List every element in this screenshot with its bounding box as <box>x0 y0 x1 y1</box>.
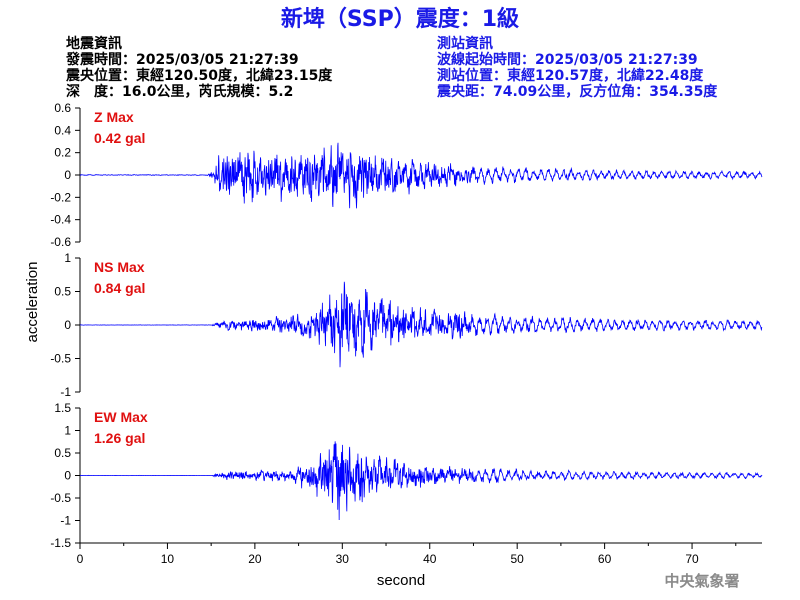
y-tick-label: 0.4 <box>54 123 71 137</box>
x-axis: 0 10 20 30 40 50 60 70 <box>77 542 762 566</box>
max-label-z: Z Max <box>94 109 134 125</box>
panel-ew: -1.5 -1 -0.5 0 0.5 1 1.5 EW Max 1.26 gal <box>50 401 763 550</box>
x-tick-label: 70 <box>685 552 699 566</box>
y-tick-label: 1.5 <box>54 401 71 415</box>
x-tick-label: 0 <box>77 552 84 566</box>
max-value-ew: 1.26 gal <box>94 430 145 446</box>
credit-text: 中央氣象署 <box>664 572 739 590</box>
station-info-heading: 測站資訊 <box>437 35 493 52</box>
station-info: 測站資訊 波線起始時間：2025/03/05 21:27:39 測站位置：東經1… <box>436 35 718 100</box>
y-tick-label: 0.5 <box>54 446 71 460</box>
station-location: 測站位置：東經120.57度，北緯22.48度 <box>437 67 704 84</box>
y-tick-label: -0.4 <box>50 213 71 227</box>
y-tick-label: 1 <box>64 424 71 438</box>
station-distance-azimuth: 震央距：74.09公里，反方位角：354.35度 <box>436 83 718 100</box>
quake-info-heading: 地震資訊 <box>66 35 122 52</box>
y-tick-label: 0.5 <box>54 285 71 299</box>
x-tick-label: 50 <box>510 552 524 566</box>
y-tick-label: -1 <box>60 385 71 399</box>
max-value-z: 0.42 gal <box>94 130 145 146</box>
y-tick-label: -1 <box>60 514 71 528</box>
x-tick-label: 10 <box>161 552 175 566</box>
x-axis-label: second <box>377 572 425 589</box>
y-tick-label: 1 <box>64 251 71 265</box>
y-tick-label: -0.5 <box>50 491 71 505</box>
x-tick-label: 40 <box>423 552 437 566</box>
x-tick-label: 30 <box>336 552 350 566</box>
max-label-ns: NS Max <box>94 259 145 275</box>
y-tick-label: -0.6 <box>50 235 71 249</box>
x-tick-label: 60 <box>598 552 612 566</box>
panels: -0.6 -0.4 -0.2 0 0.2 0.4 0.6 Z Max 0.42 gal -1 -0.… <box>50 101 763 566</box>
y-tick-label: 0.2 <box>54 146 71 160</box>
panel-z: -0.6 -0.4 -0.2 0 0.2 0.4 0.6 Z Max 0.42 gal <box>50 101 763 249</box>
panel-ns: -1 -0.5 0 0.5 1 NS Max 0.84 gal <box>50 251 763 399</box>
x-tick-label: 20 <box>248 552 262 566</box>
quake-depth-magnitude: 深 度：16.0公里，芮氏規模：5.2 <box>66 83 293 100</box>
y-axis-label: acceleration <box>24 262 41 343</box>
y-tick-label: -0.5 <box>50 352 71 366</box>
max-value-ns: 0.84 gal <box>94 280 145 296</box>
waveform-trace-ns <box>79 281 763 368</box>
quake-origin-time: 發震時間：2025/03/05 21:27:39 <box>65 51 299 68</box>
y-tick-label: -0.2 <box>50 190 71 204</box>
chart-title: 新埤（SSP）震度：1級 <box>281 6 519 32</box>
y-tick-label: 0 <box>64 168 71 182</box>
y-tick-label: -1.5 <box>50 536 71 550</box>
y-tick-label: 0 <box>64 469 71 483</box>
max-label-ew: EW Max <box>94 409 148 425</box>
station-wave-start-time: 波線起始時間：2025/03/05 21:27:39 <box>437 51 698 68</box>
quake-epicenter: 震央位置：東經120.50度，北緯23.15度 <box>65 67 333 84</box>
y-tick-label: 0.6 <box>54 101 71 115</box>
quake-info: 地震資訊 發震時間：2025/03/05 21:27:39 震央位置：東經120… <box>65 35 333 100</box>
waveform-trace-z <box>79 142 763 209</box>
waveform-trace-ew <box>79 441 763 521</box>
y-tick-label: 0 <box>64 318 71 332</box>
